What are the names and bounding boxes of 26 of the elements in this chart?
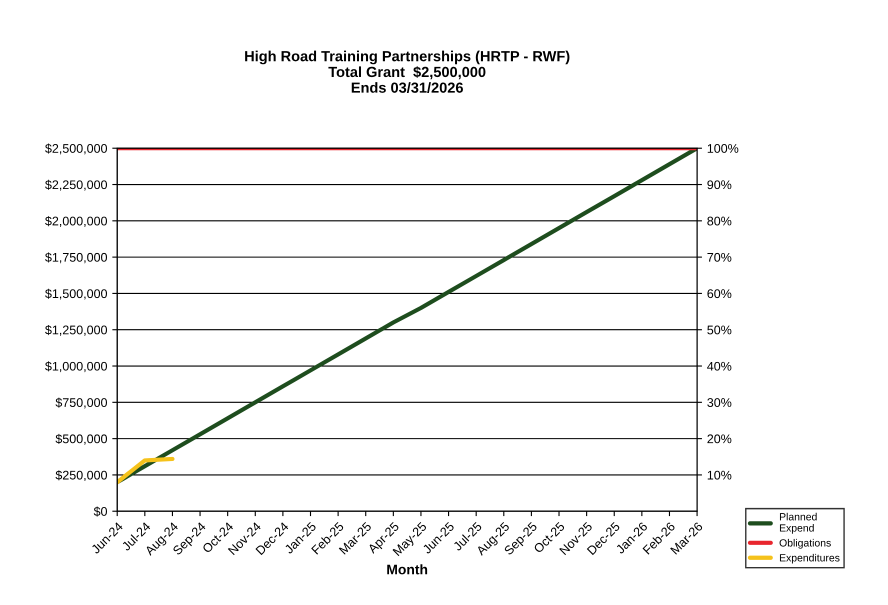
- y2-tick-label: 90%: [707, 180, 732, 190]
- y2-tick-label: 40%: [707, 362, 732, 371]
- y2-tick-label: 60%: [707, 289, 732, 298]
- y-tick-label: $1,750,000: [45, 252, 108, 264]
- y2-tick-label: 70%: [707, 252, 732, 262]
- legend-label: Planned Expend: [780, 512, 817, 534]
- y-tick-label: $1,000,000: [45, 361, 108, 372]
- y-tick-label: $2,500,000: [45, 144, 108, 154]
- y2-tick-label: 80%: [707, 216, 732, 226]
- y2-tick-label: 10%: [708, 470, 732, 480]
- chart-title: High Road Training Partnerships (HRTP - RWF) Total Grant $2,500,000 Ends 03/31/2026: [245, 50, 570, 93]
- y2-tick-label: 100%: [708, 144, 738, 153]
- y-tick-label: $500,000: [56, 434, 108, 445]
- y-tick-label: $1,250,000: [45, 325, 108, 336]
- x-axis-title: Month: [387, 564, 428, 574]
- y2-tick-label: 50%: [707, 326, 732, 334]
- y2-tick-label: 20%: [707, 434, 732, 444]
- y-tick-label: $2,000,000: [45, 216, 108, 227]
- y-tick-label: $2,250,000: [45, 180, 108, 191]
- legend-label: Expenditures: [780, 554, 840, 564]
- y-tick-label: $0: [94, 506, 108, 517]
- y2-tick-label: 30%: [707, 398, 732, 407]
- y-tick-label: $1,500,000: [45, 288, 108, 300]
- legend-label: Obligations: [780, 538, 831, 549]
- y-tick-label: $750,000: [56, 398, 108, 408]
- y-tick-label: $250,000: [56, 470, 108, 482]
